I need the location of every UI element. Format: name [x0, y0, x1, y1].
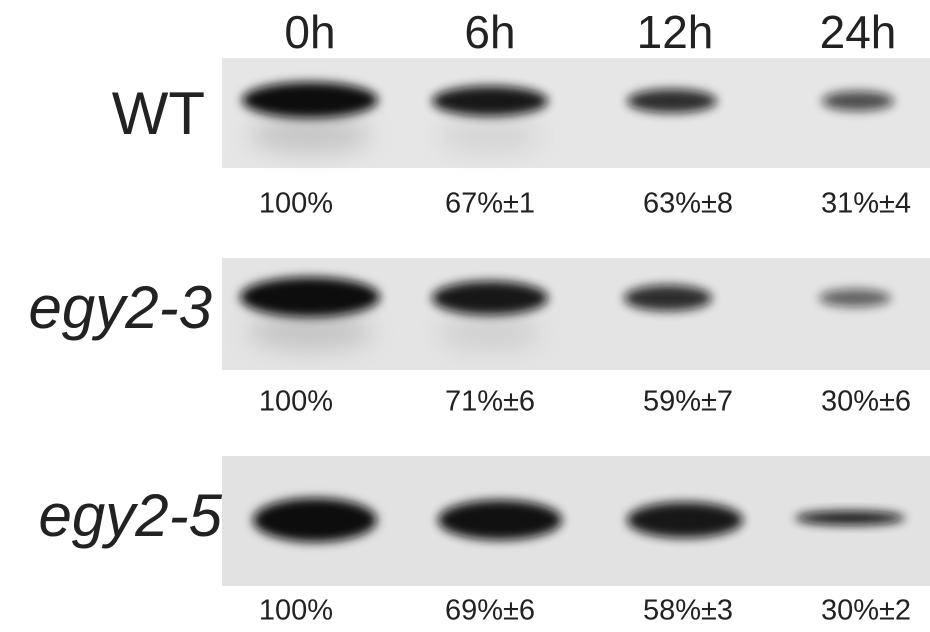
value-label: 30%±2	[821, 595, 911, 627]
band	[819, 289, 891, 307]
smear	[247, 314, 373, 350]
smear	[438, 118, 542, 154]
band	[242, 82, 378, 118]
row-label: egy2-3	[29, 274, 212, 341]
column-header: 12h	[637, 6, 714, 58]
row-label: WT	[112, 80, 205, 147]
band	[822, 91, 894, 111]
value-label: 71%±6	[445, 386, 535, 418]
row-label: egy2-5	[39, 482, 223, 549]
value-label: 67%±1	[445, 188, 535, 220]
value-label: 58%±3	[643, 595, 733, 627]
blot-figure: 0h 6h 12h 24h WT 100% 67%±1 63%±8 31%±4 egy2-3 100…	[0, 0, 930, 632]
value-label: 69%±6	[445, 595, 535, 627]
value-label: 100%	[259, 188, 333, 220]
column-header: 24h	[820, 6, 897, 58]
value-label: 63%±8	[643, 188, 733, 220]
band	[432, 281, 548, 315]
band	[795, 511, 905, 525]
band	[627, 502, 743, 538]
column-header: 6h	[464, 6, 515, 58]
band	[624, 285, 712, 311]
band	[627, 89, 717, 113]
value-label: 30%±6	[821, 386, 911, 418]
band	[240, 277, 380, 317]
smear	[249, 117, 371, 153]
band	[432, 86, 548, 116]
column-header: 0h	[284, 6, 335, 58]
value-label: 59%±7	[643, 386, 733, 418]
value-label: 100%	[259, 386, 333, 418]
value-label: 31%±4	[821, 188, 911, 220]
band	[438, 500, 562, 540]
band	[253, 498, 377, 542]
value-label: 100%	[259, 595, 333, 627]
smear	[438, 315, 542, 351]
